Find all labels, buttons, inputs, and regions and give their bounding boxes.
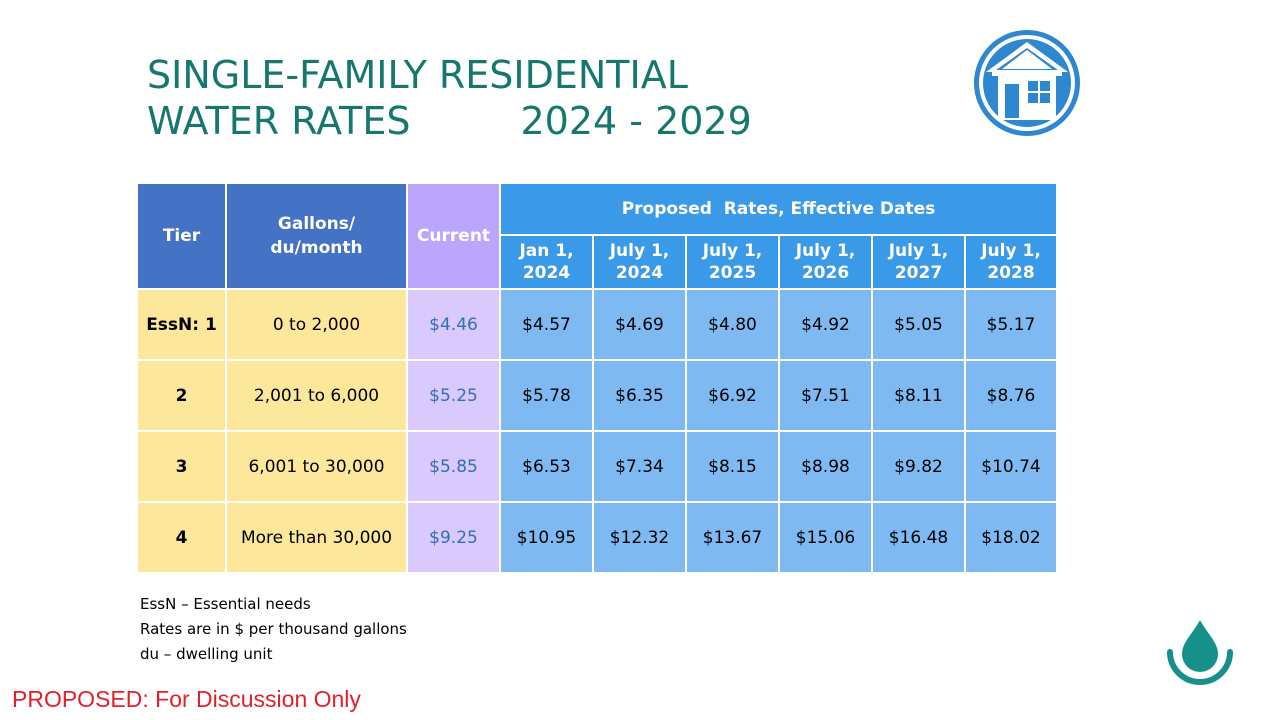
proposed-rate-cell: $8.76 (963, 359, 1059, 432)
header-dates-row: Jan 1, 2024 July 1, 2024 July 1, 2025 Ju… (137, 234, 1059, 290)
proposed-rate-cell: $10.74 (963, 430, 1059, 503)
proposed-rate-cell: $6.92 (685, 359, 780, 432)
disclaimer-text: PROPOSED: For Discussion Only (12, 686, 361, 712)
current-rate-cell: $4.46 (406, 288, 501, 361)
header-date: July 1, 2027 (871, 234, 966, 290)
proposed-rate-cell: $8.11 (871, 359, 966, 432)
proposed-rate-cell: $9.82 (871, 430, 966, 503)
header-date: July 1, 2025 (685, 234, 780, 290)
house-logo-icon (974, 30, 1080, 136)
title-line-2: WATER RATES 2024 - 2029 (147, 98, 752, 144)
proposed-rate-cell: $10.95 (499, 501, 594, 574)
current-rate-cell: $5.85 (406, 430, 501, 503)
footnote-essn: EssN – Essential needs (140, 595, 311, 613)
header-current: Current (406, 182, 501, 290)
header-date: July 1, 2028 (963, 234, 1059, 290)
proposed-rate-cell: $6.35 (592, 359, 687, 432)
footnote-units: Rates are in $ per thousand gallons (140, 620, 407, 638)
tier-cell: 4 (136, 501, 227, 574)
gallons-cell: 6,001 to 30,000 (225, 430, 408, 503)
title-years: 2024 - 2029 (520, 99, 752, 143)
water-rates-table: Tier Gallons/ du/month Current Proposed … (136, 182, 1059, 574)
proposed-rate-cell: $7.34 (592, 430, 687, 503)
header-date: July 1, 2024 (592, 234, 687, 290)
header-gallons: Gallons/ du/month (225, 182, 408, 290)
proposed-rate-cell: $4.69 (592, 288, 687, 361)
tier-cell: 2 (136, 359, 227, 432)
proposed-rate-cell: $4.92 (778, 288, 873, 361)
proposed-rate-cell: $5.78 (499, 359, 594, 432)
proposed-rate-cell: $16.48 (871, 501, 966, 574)
header-date: July 1, 2026 (778, 234, 873, 290)
title-line-1: SINGLE-FAMILY RESIDENTIAL (147, 53, 688, 97)
proposed-rate-cell: $13.67 (685, 501, 780, 574)
table-row: 3 6,001 to 30,000 $5.85 $6.53 $7.34 $8.1… (136, 430, 1059, 503)
proposed-rate-cell: $4.80 (685, 288, 780, 361)
current-rate-cell: $5.25 (406, 359, 501, 432)
proposed-rate-cell: $8.15 (685, 430, 780, 503)
tier-cell: 3 (136, 430, 227, 503)
proposed-rate-cell: $18.02 (963, 501, 1059, 574)
gallons-cell: 2,001 to 6,000 (225, 359, 408, 432)
tier-cell: EssN: 1 (136, 288, 227, 361)
table-row: EssN: 1 0 to 2,000 $4.46 $4.57 $4.69 $4.… (136, 288, 1059, 361)
current-rate-cell: $9.25 (406, 501, 501, 574)
header-date: Jan 1, 2024 (499, 234, 594, 290)
proposed-rate-cell: $8.98 (778, 430, 873, 503)
proposed-rate-cell: $5.05 (871, 288, 966, 361)
gallons-cell: 0 to 2,000 (225, 288, 408, 361)
proposed-rate-cell: $7.51 (778, 359, 873, 432)
proposed-rate-cell: $5.17 (963, 288, 1059, 361)
proposed-rate-cell: $12.32 (592, 501, 687, 574)
title-water-rates: WATER RATES (147, 99, 411, 143)
table-row: 4 More than 30,000 $9.25 $10.95 $12.32 $… (136, 501, 1059, 574)
header-proposed-rates: Proposed Rates, Effective Dates (498, 182, 1059, 236)
table-row: 2 2,001 to 6,000 $5.25 $5.78 $6.35 $6.92… (136, 359, 1059, 432)
proposed-rate-cell: $15.06 (778, 501, 873, 574)
footnote-du: du – dwelling unit (140, 645, 273, 663)
footnotes: EssN – Essential needs Rates are in $ pe… (140, 592, 407, 667)
header-tier: Tier (136, 182, 227, 290)
gallons-cell: More than 30,000 (225, 501, 408, 574)
page-title: SINGLE-FAMILY RESIDENTIAL WATER RATES 202… (147, 52, 752, 144)
water-drop-logo-icon (1167, 620, 1233, 685)
proposed-rate-cell: $6.53 (499, 430, 594, 503)
proposed-rate-cell: $4.57 (499, 288, 594, 361)
